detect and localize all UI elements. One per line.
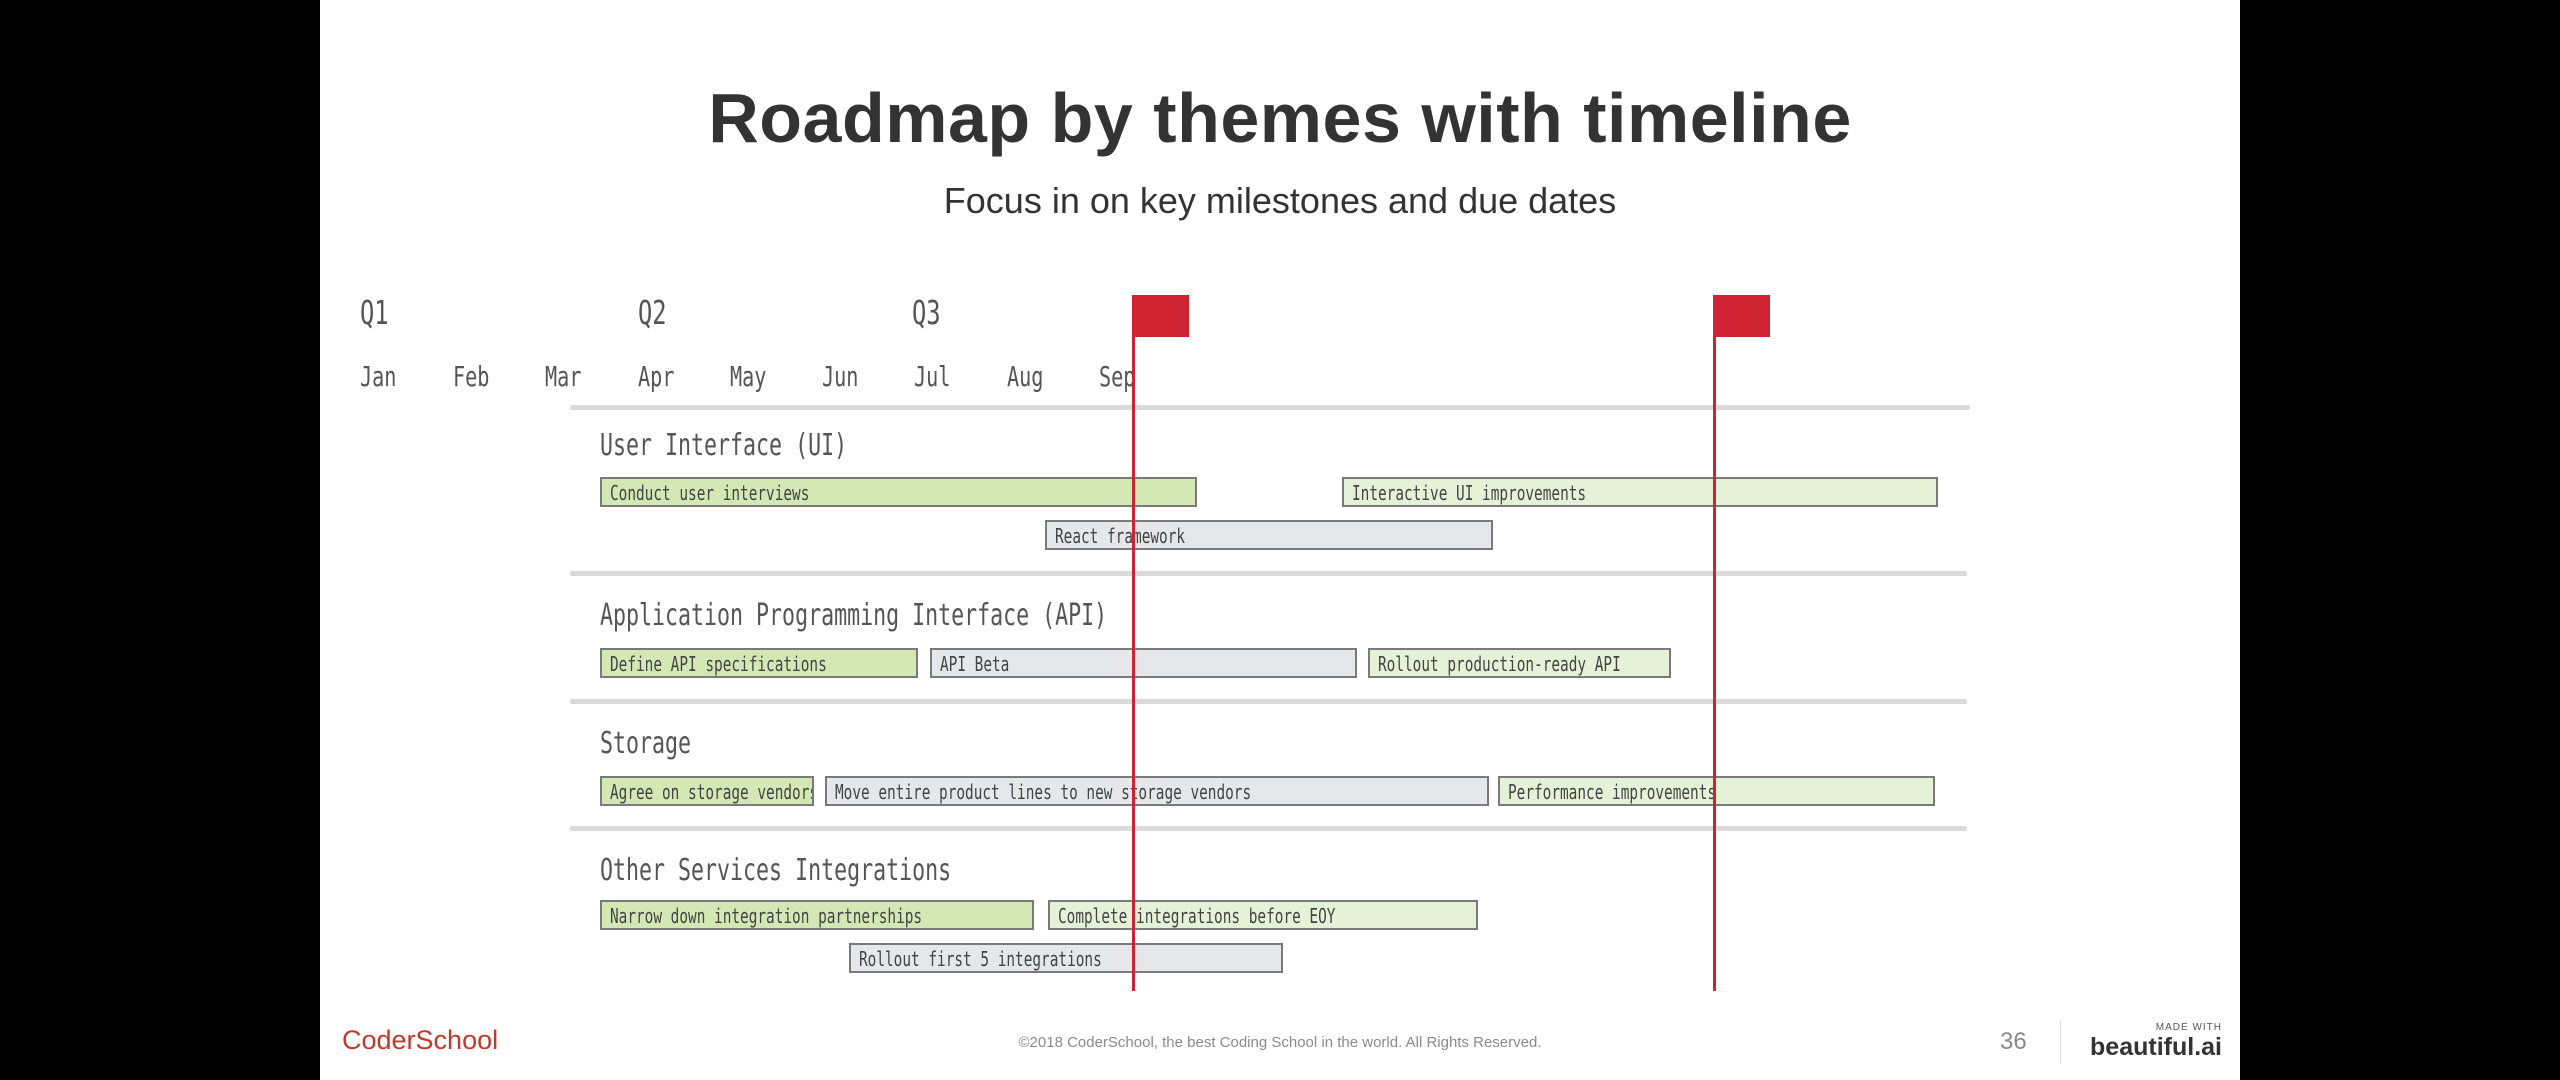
month-label-apr: Apr [638, 360, 675, 393]
task-label: API Beta [940, 652, 1010, 676]
month-label-jan: Jan [360, 360, 397, 393]
task-bar: Interactive UI improvements [1342, 477, 1938, 507]
task-bar: React framework [1045, 520, 1493, 550]
theme-label-integrations: Other Services Integrations [600, 853, 952, 888]
copyright-text: ©2018 CoderSchool, the best Coding Schoo… [1018, 1034, 1542, 1051]
month-label-jul: Jul [914, 360, 951, 393]
task-label: Conduct user interviews [610, 481, 810, 505]
task-label: Performance improvements [1508, 780, 1717, 804]
month-label-mar: Mar [545, 360, 582, 393]
task-bar: Narrow down integration partnerships [600, 900, 1034, 930]
month-label-may: May [730, 360, 767, 393]
theme-label-storage: Storage [600, 726, 692, 761]
task-label: React framework [1055, 524, 1186, 548]
theme-label-api: Application Programming Interface (API) [600, 598, 1108, 633]
milestone-flag-icon [1714, 295, 1770, 337]
task-label: Complete integrations before EOY [1058, 904, 1336, 928]
task-bar: Move entire product lines to new storage… [825, 776, 1489, 806]
task-bar: Complete integrations before EOY [1048, 900, 1478, 930]
slide-title: Roadmap by themes with timeline [708, 79, 1852, 157]
theme-label-ui: User Interface (UI) [600, 428, 848, 463]
milestone-flag-icon [1133, 295, 1189, 337]
task-bar: Performance improvements [1498, 776, 1935, 806]
task-bar: Conduct user interviews [600, 477, 1197, 507]
task-bar: Agree on storage vendors [600, 776, 814, 806]
month-label-sep: Sep [1099, 360, 1136, 393]
task-bar: API Beta [930, 648, 1357, 678]
theme-divider [570, 571, 1967, 576]
milestone-pole [1713, 295, 1716, 991]
footer-divider [2060, 1020, 2061, 1064]
page-number: 36 [2000, 1028, 2027, 1055]
theme-divider [570, 826, 1967, 831]
month-label-jun: Jun [822, 360, 859, 393]
beautiful-ai-logo[interactable]: beautiful.ai [2090, 1033, 2222, 1061]
month-label-feb: Feb [453, 360, 490, 393]
milestone-pole [1132, 295, 1135, 991]
quarter-label-q3: Q3 [912, 293, 941, 332]
task-bar: Rollout production-ready API [1368, 648, 1671, 678]
task-label: Rollout first 5 integrations [859, 947, 1102, 971]
task-label: Rollout production-ready API [1378, 652, 1621, 676]
task-bar: Rollout first 5 integrations [849, 943, 1283, 973]
timeline-header-divider [570, 405, 1970, 410]
slide-subtitle: Focus in on key milestones and due dates [943, 180, 1617, 221]
task-label: Narrow down integration partnerships [610, 904, 923, 928]
slide: Roadmap by themes with timeline Focus in… [320, 0, 2240, 1080]
quarter-label-q2: Q2 [638, 293, 667, 332]
task-label: Agree on storage vendors [610, 780, 814, 804]
task-label: Interactive UI improvements [1352, 481, 1587, 505]
month-label-aug: Aug [1007, 360, 1044, 393]
roadmap-timeline: Q1 Q2 Q3 Jan Feb Mar Apr May Jun Jul Aug… [320, 0, 2240, 1000]
task-bar: Define API specifications [600, 648, 918, 678]
task-label: Move entire product lines to new storage… [835, 780, 1252, 804]
made-with-label: MADE WITH [2155, 1022, 2222, 1033]
theme-divider [570, 699, 1967, 704]
coderschool-logo: CoderSchool [342, 1025, 499, 1055]
quarter-label-q1: Q1 [360, 293, 389, 332]
task-label: Define API specifications [610, 652, 827, 676]
